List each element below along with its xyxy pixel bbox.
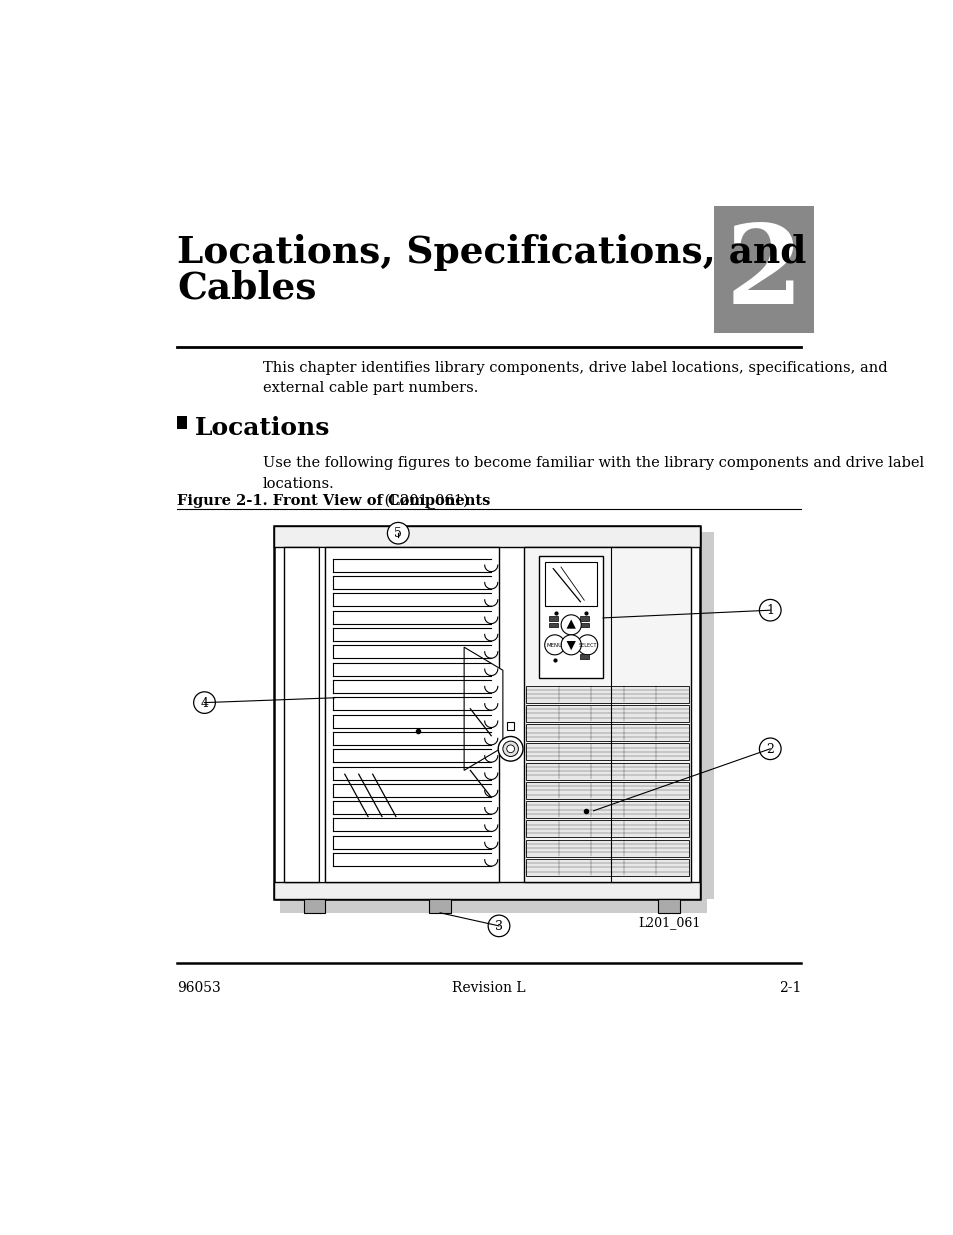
- Bar: [525, 802, 688, 818]
- Circle shape: [502, 741, 517, 757]
- Text: Revision L: Revision L: [452, 982, 525, 995]
- Bar: [274, 526, 700, 547]
- Text: Cables: Cables: [177, 270, 316, 306]
- Text: 1: 1: [765, 604, 774, 618]
- Bar: [525, 763, 688, 779]
- Bar: [274, 882, 700, 899]
- Bar: [579, 655, 589, 658]
- Bar: [538, 556, 602, 678]
- Text: 3: 3: [495, 920, 502, 934]
- Text: (L201_061): (L201_061): [380, 494, 469, 509]
- Circle shape: [544, 635, 564, 655]
- Text: Use the following figures to become familiar with the library components and dri: Use the following figures to become fami…: [262, 456, 923, 490]
- Text: 4: 4: [200, 697, 209, 710]
- Circle shape: [759, 599, 781, 621]
- Bar: [525, 820, 688, 837]
- Text: 2-1: 2-1: [778, 982, 801, 995]
- Text: 5: 5: [394, 527, 402, 541]
- Circle shape: [497, 736, 522, 761]
- Bar: [525, 724, 688, 741]
- Bar: [429, 899, 451, 913]
- Circle shape: [193, 692, 215, 714]
- Bar: [658, 899, 679, 913]
- Bar: [714, 206, 813, 333]
- Bar: [548, 616, 558, 621]
- Bar: [525, 705, 688, 721]
- Bar: [525, 685, 688, 703]
- Text: MENU: MENU: [546, 643, 562, 648]
- Polygon shape: [464, 647, 502, 771]
- Bar: [525, 858, 688, 876]
- Bar: [525, 743, 688, 761]
- Bar: [700, 531, 714, 899]
- Bar: [525, 782, 688, 799]
- Text: Locations, Specifications, and: Locations, Specifications, and: [177, 235, 806, 272]
- Bar: [325, 547, 498, 882]
- Circle shape: [506, 745, 514, 752]
- Polygon shape: [566, 641, 576, 651]
- Polygon shape: [566, 620, 576, 629]
- Circle shape: [560, 615, 580, 635]
- Text: L201_061: L201_061: [638, 916, 700, 929]
- Circle shape: [577, 635, 597, 655]
- Text: 2: 2: [724, 220, 801, 327]
- Text: Locations: Locations: [194, 416, 330, 440]
- Bar: [303, 899, 325, 913]
- Bar: [548, 622, 558, 627]
- Bar: [579, 616, 589, 621]
- Text: 96053: 96053: [177, 982, 221, 995]
- Text: Figure 2-1. Front View of Components: Figure 2-1. Front View of Components: [177, 494, 490, 508]
- Bar: [506, 721, 514, 730]
- Text: This chapter identifies library components, drive label locations, specification: This chapter identifies library componen…: [262, 361, 886, 395]
- Bar: [319, 547, 325, 882]
- Bar: [523, 547, 691, 882]
- Bar: [579, 622, 589, 627]
- Bar: [177, 416, 187, 430]
- Text: 2: 2: [765, 743, 774, 756]
- Text: SELECT: SELECT: [578, 643, 597, 648]
- Circle shape: [387, 522, 409, 543]
- Bar: [525, 840, 688, 857]
- Bar: [283, 547, 319, 882]
- Circle shape: [488, 915, 509, 936]
- Circle shape: [759, 739, 781, 760]
- Bar: [280, 899, 706, 913]
- Bar: [545, 562, 597, 606]
- Circle shape: [560, 635, 580, 655]
- Bar: [274, 526, 700, 899]
